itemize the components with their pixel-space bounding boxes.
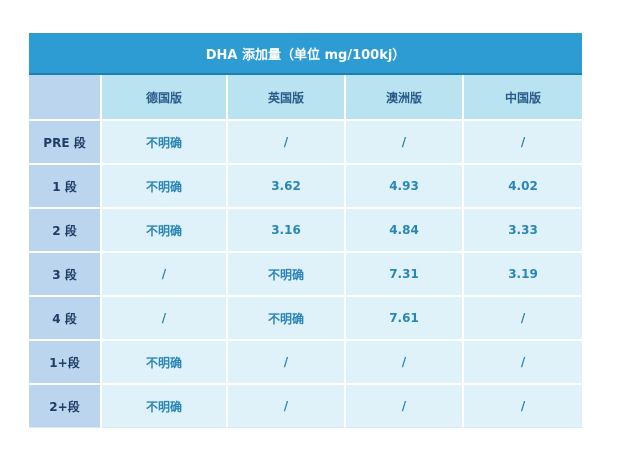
table-cell: /	[228, 385, 346, 428]
table-cell: 不明确	[102, 385, 228, 428]
table-cell: 不明确	[102, 121, 228, 165]
table-row: 2+段 不明确 / / /	[29, 385, 583, 428]
table-cell: /	[464, 121, 583, 165]
row-label: 2+段	[29, 385, 102, 428]
table-cell: 3.62	[228, 165, 346, 209]
column-header-china: 中国版	[464, 75, 583, 121]
table-cell: 7.31	[346, 253, 464, 297]
table-cell: 4.93	[346, 165, 464, 209]
table-cell: /	[346, 341, 464, 385]
table-title: DHA 添加量（单位 mg/100kj）	[29, 33, 583, 75]
table-row: 1+段 不明确 / / /	[29, 341, 583, 385]
table-row: 3 段 / 不明确 7.31 3.19	[29, 253, 583, 297]
table-cell: 不明确	[228, 253, 346, 297]
row-label: 1+段	[29, 341, 102, 385]
table-cell: 不明确	[102, 209, 228, 253]
header-corner-cell	[29, 75, 102, 121]
table-cell: /	[102, 253, 228, 297]
table-row: 4 段 / 不明确 7.61 /	[29, 297, 583, 341]
table-cell: /	[464, 385, 583, 428]
table-cell: /	[228, 341, 346, 385]
table-cell: 3.33	[464, 209, 583, 253]
table-cell: /	[346, 121, 464, 165]
table-row: PRE 段 不明确 / / /	[29, 121, 583, 165]
table-cell: /	[102, 297, 228, 341]
row-label: PRE 段	[29, 121, 102, 165]
table-cell: 7.61	[346, 297, 464, 341]
table-cell: 3.19	[464, 253, 583, 297]
row-label: 4 段	[29, 297, 102, 341]
title-row: DHA 添加量（单位 mg/100kj）	[29, 33, 583, 75]
header-row: 德国版 英国版 澳洲版 中国版	[29, 75, 583, 121]
table-cell: 不明确	[102, 165, 228, 209]
dha-comparison-table: DHA 添加量（单位 mg/100kj） 德国版 英国版 澳洲版 中国版 PRE…	[29, 33, 583, 428]
table-cell: /	[346, 385, 464, 428]
table-row: 1 段 不明确 3.62 4.93 4.02	[29, 165, 583, 209]
table-cell: /	[464, 341, 583, 385]
table-cell: 4.84	[346, 209, 464, 253]
table-row: 2 段 不明确 3.16 4.84 3.33	[29, 209, 583, 253]
row-label: 3 段	[29, 253, 102, 297]
table-cell: 不明确	[228, 297, 346, 341]
table-cell: /	[464, 297, 583, 341]
row-label: 2 段	[29, 209, 102, 253]
table-cell: /	[228, 121, 346, 165]
column-header-germany: 德国版	[102, 75, 228, 121]
column-header-uk: 英国版	[228, 75, 346, 121]
table-cell: 3.16	[228, 209, 346, 253]
table-cell: 不明确	[102, 341, 228, 385]
table-cell: 4.02	[464, 165, 583, 209]
column-header-australia: 澳洲版	[346, 75, 464, 121]
row-label: 1 段	[29, 165, 102, 209]
